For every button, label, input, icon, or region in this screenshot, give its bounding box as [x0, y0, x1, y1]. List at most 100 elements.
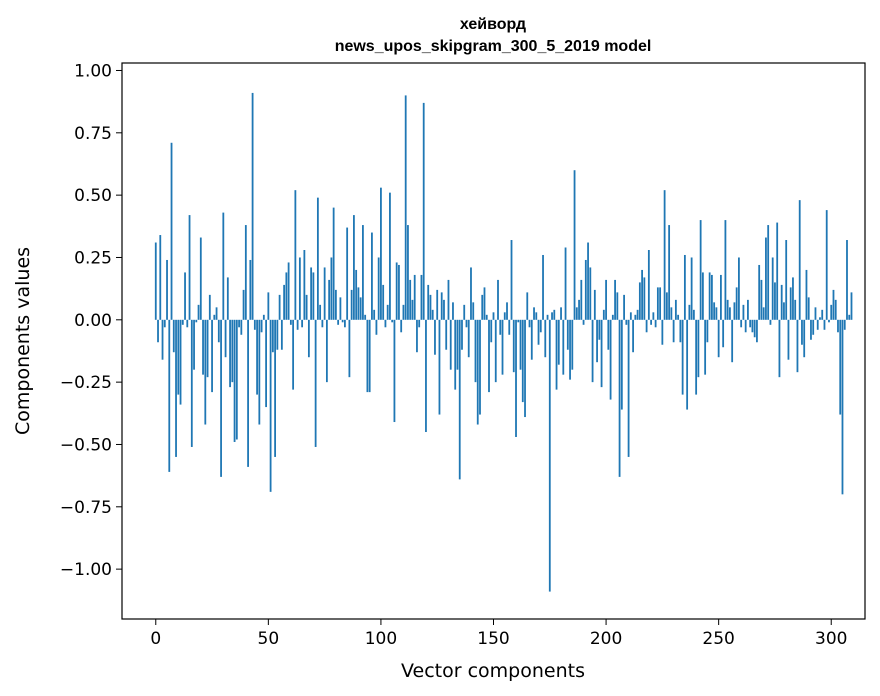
bar [708, 272, 711, 320]
bar [697, 319, 700, 378]
bar [758, 264, 761, 320]
bar [253, 319, 256, 330]
bar [193, 319, 195, 370]
bar [803, 319, 806, 358]
bar [553, 309, 556, 320]
bar [157, 319, 159, 343]
bar [488, 319, 490, 393]
x-tick-label: 250 [702, 629, 734, 649]
bar [629, 312, 632, 320]
bar [810, 319, 812, 340]
bar [832, 289, 835, 320]
bar [528, 319, 531, 328]
bar [596, 319, 598, 363]
bar [195, 319, 198, 323]
bar [566, 319, 569, 350]
bar [627, 319, 630, 457]
bar [420, 274, 423, 320]
bar [785, 240, 788, 320]
bar [776, 222, 779, 320]
bar [172, 319, 175, 353]
bar [771, 257, 774, 320]
y-tick-label: 1.00 [74, 61, 112, 81]
bar [357, 287, 360, 320]
bar [760, 279, 763, 320]
bar [647, 250, 650, 320]
bar [535, 312, 538, 320]
bar [364, 314, 367, 320]
bar [474, 319, 477, 383]
y-tick-label: 0.75 [74, 124, 112, 144]
bar [787, 319, 790, 360]
bar [470, 267, 472, 320]
bar [497, 279, 499, 320]
bar [334, 289, 337, 320]
bar [204, 319, 207, 425]
bar [816, 319, 819, 330]
bar [738, 257, 740, 320]
bar [452, 302, 454, 320]
bar [792, 277, 794, 320]
bar [384, 319, 387, 328]
bar [679, 319, 682, 343]
bar [373, 309, 376, 320]
bar [848, 314, 851, 320]
bar [717, 319, 720, 358]
bar [751, 319, 754, 333]
bar [611, 314, 614, 320]
bar [249, 259, 252, 320]
bar [598, 319, 601, 340]
bar [501, 319, 504, 375]
bar [213, 314, 216, 320]
bar [564, 247, 567, 320]
x-tick-label: 150 [477, 629, 509, 649]
bar [456, 319, 459, 370]
bar [794, 299, 797, 320]
bar [353, 215, 355, 320]
bar [767, 225, 770, 320]
bar [355, 269, 358, 320]
bar [375, 319, 378, 335]
bar [269, 319, 272, 492]
bar [506, 302, 508, 320]
bar [789, 287, 792, 320]
bar [796, 319, 799, 373]
bar [661, 319, 664, 345]
bar [481, 294, 484, 320]
bar [749, 319, 752, 328]
bar [542, 254, 544, 320]
bar [575, 307, 578, 320]
bar [362, 225, 364, 320]
bar [265, 319, 267, 408]
y-tick-label: 0.50 [74, 186, 112, 206]
bar [325, 319, 328, 383]
bar [704, 319, 707, 375]
bar [780, 284, 783, 320]
bar [476, 319, 479, 425]
bar [828, 319, 830, 323]
bar [312, 272, 315, 320]
bar [443, 299, 445, 320]
bar [569, 319, 571, 380]
bar [400, 319, 403, 333]
plot-frame [121, 62, 866, 620]
bar [298, 257, 301, 320]
bar [235, 319, 238, 440]
bar [431, 309, 434, 320]
bar [614, 279, 616, 320]
bar [398, 264, 400, 320]
bar [643, 277, 646, 320]
bar [307, 319, 310, 358]
bar [632, 319, 634, 353]
bar [427, 284, 430, 320]
bar [465, 319, 468, 328]
bar [296, 319, 299, 330]
bar [177, 319, 180, 395]
bar [618, 319, 621, 477]
bar [774, 282, 776, 320]
bar [526, 292, 529, 320]
bar [593, 289, 596, 320]
bar [393, 319, 396, 423]
bar [742, 304, 745, 320]
bar [715, 307, 718, 320]
